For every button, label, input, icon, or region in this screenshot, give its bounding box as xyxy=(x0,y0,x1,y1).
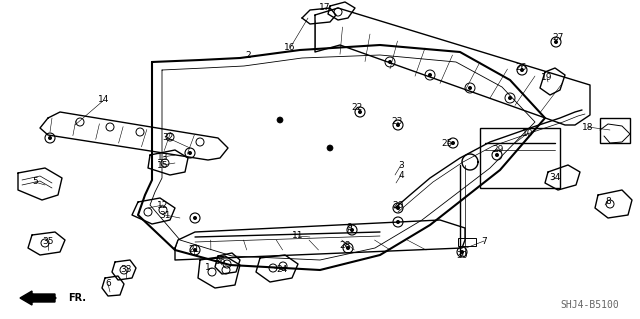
Circle shape xyxy=(468,86,472,90)
Text: 1: 1 xyxy=(205,263,211,272)
Text: 26: 26 xyxy=(515,63,527,72)
Text: 25: 25 xyxy=(442,138,452,147)
Circle shape xyxy=(346,246,350,250)
Text: 9: 9 xyxy=(346,224,352,233)
Text: 27: 27 xyxy=(552,33,564,42)
Text: 35: 35 xyxy=(42,238,54,247)
Text: 16: 16 xyxy=(284,43,296,53)
Circle shape xyxy=(396,123,400,127)
Circle shape xyxy=(460,250,464,254)
Circle shape xyxy=(508,96,512,100)
Text: 33: 33 xyxy=(120,264,132,273)
Text: 20: 20 xyxy=(392,201,404,210)
Circle shape xyxy=(396,220,400,224)
Circle shape xyxy=(350,228,354,232)
Circle shape xyxy=(193,216,197,220)
Text: 29: 29 xyxy=(492,145,504,154)
Circle shape xyxy=(188,151,192,155)
Bar xyxy=(600,118,630,143)
Bar xyxy=(480,128,560,188)
Circle shape xyxy=(428,73,432,77)
Circle shape xyxy=(451,141,455,145)
Text: 30: 30 xyxy=(456,250,468,259)
Text: 8: 8 xyxy=(605,197,611,206)
FancyArrow shape xyxy=(20,291,55,305)
Circle shape xyxy=(327,145,333,151)
Text: 2: 2 xyxy=(245,51,251,61)
Text: 21: 21 xyxy=(188,244,200,254)
Text: 13: 13 xyxy=(157,152,169,161)
Text: 18: 18 xyxy=(582,122,594,131)
Circle shape xyxy=(520,68,524,72)
Circle shape xyxy=(495,153,499,157)
Text: 10: 10 xyxy=(522,129,534,137)
Text: 17: 17 xyxy=(319,4,331,12)
Bar xyxy=(458,238,476,246)
Text: 15: 15 xyxy=(157,160,169,169)
Text: 4: 4 xyxy=(398,170,404,180)
Text: 22: 22 xyxy=(351,102,363,112)
Text: 34: 34 xyxy=(549,174,561,182)
Text: 6: 6 xyxy=(105,279,111,288)
Text: 32: 32 xyxy=(163,133,173,143)
Text: 31: 31 xyxy=(159,211,171,219)
Text: 14: 14 xyxy=(99,95,109,105)
Circle shape xyxy=(396,206,400,210)
Circle shape xyxy=(358,110,362,114)
Circle shape xyxy=(48,136,52,140)
Text: 23: 23 xyxy=(391,117,403,127)
Text: 19: 19 xyxy=(541,73,553,83)
Circle shape xyxy=(388,60,392,64)
Circle shape xyxy=(193,248,197,252)
Text: 36: 36 xyxy=(214,257,226,266)
Circle shape xyxy=(554,40,558,44)
Text: 5: 5 xyxy=(32,177,38,187)
Circle shape xyxy=(277,117,283,123)
Text: 12: 12 xyxy=(157,201,169,210)
Text: 24: 24 xyxy=(276,264,287,273)
Text: SHJ4-B5100: SHJ4-B5100 xyxy=(560,300,619,310)
Text: 7: 7 xyxy=(481,236,487,246)
Text: 3: 3 xyxy=(398,160,404,169)
Text: 11: 11 xyxy=(292,232,304,241)
Text: 28: 28 xyxy=(339,241,351,249)
Text: FR.: FR. xyxy=(68,293,86,303)
